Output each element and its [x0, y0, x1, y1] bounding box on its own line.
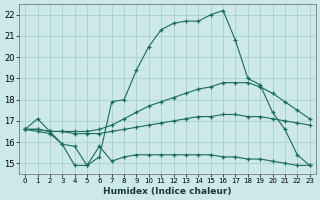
- X-axis label: Humidex (Indice chaleur): Humidex (Indice chaleur): [103, 187, 232, 196]
